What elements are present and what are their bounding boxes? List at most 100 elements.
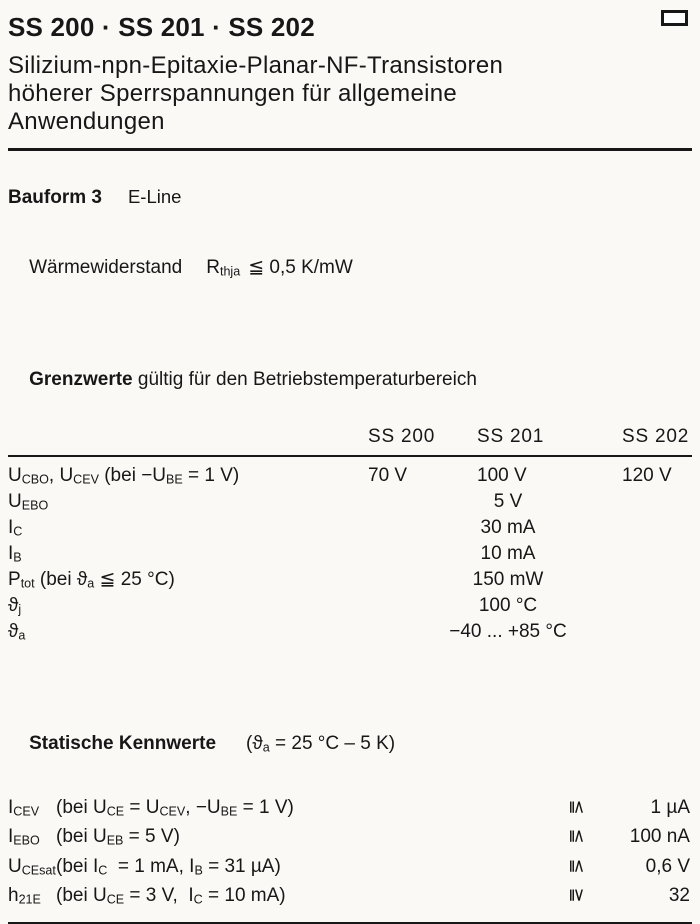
divider-table (8, 455, 692, 457)
row-symbol: h21E (8, 883, 56, 913)
relation-cell: ≦ (568, 854, 596, 884)
row-label: IC (8, 517, 360, 543)
row-symbol: ICEV (8, 795, 56, 825)
subtitle-line: Anwendungen (8, 108, 165, 135)
label-subscript: CEV (73, 472, 99, 487)
row-value: 0,6 V (645, 855, 690, 877)
title-row: SS 200 · SS 201 · SS 202 (8, 8, 692, 43)
cond-segment: , −U (185, 796, 221, 818)
row-label: ϑj (8, 595, 360, 621)
heading-bold: Grenzwerte (29, 368, 133, 390)
label-subscript: CBO (21, 472, 49, 487)
subtitle-line: Silizium-npn-Epitaxie-Planar-NF-Transist… (8, 52, 504, 79)
table-row-theta-a: ϑa −40 ... +85 °C (8, 621, 692, 647)
label-segment: = 1 V) (182, 465, 240, 486)
label-subscript: a (87, 576, 95, 591)
row-condition: (bei UCE = UCEV, −UBE = 1 V) (56, 795, 570, 825)
relation-cell: ≦ (567, 795, 596, 825)
cond-subscript: C (98, 863, 108, 877)
relation-cell: ≧ (568, 883, 596, 913)
bauform-label: Bauform 3 (8, 187, 102, 208)
value-ss200: 70 V (368, 465, 408, 486)
label-segment: P (8, 569, 21, 590)
relation-cell: ≦ (567, 824, 596, 854)
label-subscript: tot (20, 576, 35, 591)
cond-subscript: CE (106, 892, 125, 907)
value-common: 10 mA (480, 543, 536, 564)
cond-subscript: BE (220, 804, 238, 818)
row-label: IB (8, 543, 360, 569)
row-value: 32 (668, 885, 690, 906)
symbol-subscript: CEV (13, 804, 40, 818)
divider-top (8, 148, 692, 151)
row-label: UCBO, UCEV (bei −UBE = 1 V) (8, 465, 360, 491)
cond-segment: (bei U (56, 826, 107, 847)
thermal-value: ≦ 0,5 K/mW (248, 257, 353, 278)
value-common: 5 V (493, 491, 523, 512)
value-common: 100 °C (478, 595, 538, 616)
col-header-ss201: SS 201 (477, 425, 545, 447)
cond-subscript: B (194, 863, 203, 877)
cond-segment: = U (124, 796, 160, 818)
symbol-subscript: EBO (13, 833, 40, 848)
label-segment: , U (48, 465, 74, 486)
kennwerte-row-ucesat: UCEsat (bei IC = 1 mA, IB = 31 µA) ≦ 0,6… (8, 854, 692, 884)
less-equal-rotated-icon: ≦ (567, 828, 588, 844)
divider-bottom (8, 921, 692, 924)
cond-subscript: CEV (159, 804, 186, 818)
cond-segment: (bei I (56, 855, 99, 877)
row-value: 100 nA (629, 826, 690, 847)
label-subscript: B (13, 550, 22, 565)
symbol-main: R (206, 257, 220, 278)
row-label: UEBO (8, 491, 360, 517)
kennwerte-row-h21e: h21E (bei UCE = 3 V, IC = 10 mA) ≧ 32 (8, 883, 692, 913)
cond-segment: (bei U (56, 885, 107, 906)
cond-segment: = 1 V) (237, 796, 294, 818)
table-header-row: SS 200 SS 201 SS 202 (8, 426, 692, 449)
cond-segment: = 3 V, I (124, 885, 194, 906)
value-ss202: 120 V (622, 465, 672, 486)
label-segment: ≦ 25 °C) (94, 569, 175, 590)
label-subscript: BE (166, 472, 183, 487)
label-subscript: j (18, 602, 22, 617)
cond-segment: = 1 mA, I (107, 855, 195, 877)
heading-condition: (ϑa = 25 °C – 5 K) (246, 733, 395, 755)
table-row-uebo: UEBO 5 V (8, 491, 692, 517)
label-subscript: C (13, 524, 23, 539)
kennwerte-row-icev: ICEV (bei UCE = UCEV, −UBE = 1 V) ≦ 1 µA (8, 795, 692, 825)
kennwerte-table: ICEV (bei UCE = UCEV, −UBE = 1 V) ≦ 1 µA… (8, 795, 692, 913)
label-segment: I (8, 543, 14, 564)
col-header-ss200: SS 200 (368, 425, 436, 447)
kennwerte-heading: Statische Kennwerte (ϑa = 25 °C – 5 K) (8, 705, 692, 787)
symbol-subscript: thja (219, 264, 241, 279)
symbol-subscript: CEsat (21, 863, 56, 877)
symbol-main: h (8, 885, 19, 906)
kennwerte-row-iebo: IEBO (bei UEB = 5 V) ≦ 100 nA (8, 824, 692, 854)
label-segment: (bei ϑ (34, 569, 88, 590)
label-segment: ϑ (8, 621, 19, 642)
symbol-main: U (8, 855, 22, 877)
row-condition: (bei IC = 1 mA, IB = 31 µA) (56, 854, 570, 884)
value-common: 30 mA (480, 517, 536, 538)
value-common: 150 mW (472, 569, 544, 590)
table-row-ucbo: UCBO, UCEV (bei −UBE = 1 V) 70 V 100 V 1… (8, 465, 692, 491)
grenzwerte-heading: Grenzwerte gültig für den Betriebstemper… (8, 344, 692, 416)
row-symbol: IEBO (8, 824, 56, 854)
value-common: −40 ... +85 °C (449, 621, 567, 642)
table-row-ic: IC 30 mA (8, 517, 692, 543)
label-subscript: a (18, 628, 26, 643)
table-row-ib: IB 10 mA (8, 543, 692, 569)
bauform-value: E-Line (127, 186, 182, 207)
cond-subscript: EB (106, 833, 124, 848)
label-segment: ϑ (8, 595, 19, 616)
page-subtitle: Silizium-npn-Epitaxie-Planar-NF-Transist… (8, 52, 692, 136)
label-segment: U (8, 491, 22, 512)
less-equal-rotated-icon: ≦ (567, 798, 588, 815)
heading-rest: gültig für den Betriebstemperaturbereich (132, 368, 477, 390)
table-row-theta-j: ϑj 100 °C (8, 595, 692, 621)
table-row-ptot: Ptot (bei ϑa ≦ 25 °C) 150 mW (8, 569, 692, 595)
cond-segment: = 31 µA) (202, 855, 281, 877)
cond-subscript: C (193, 892, 203, 907)
label-segment: I (8, 517, 14, 538)
header-spacer (8, 426, 360, 449)
